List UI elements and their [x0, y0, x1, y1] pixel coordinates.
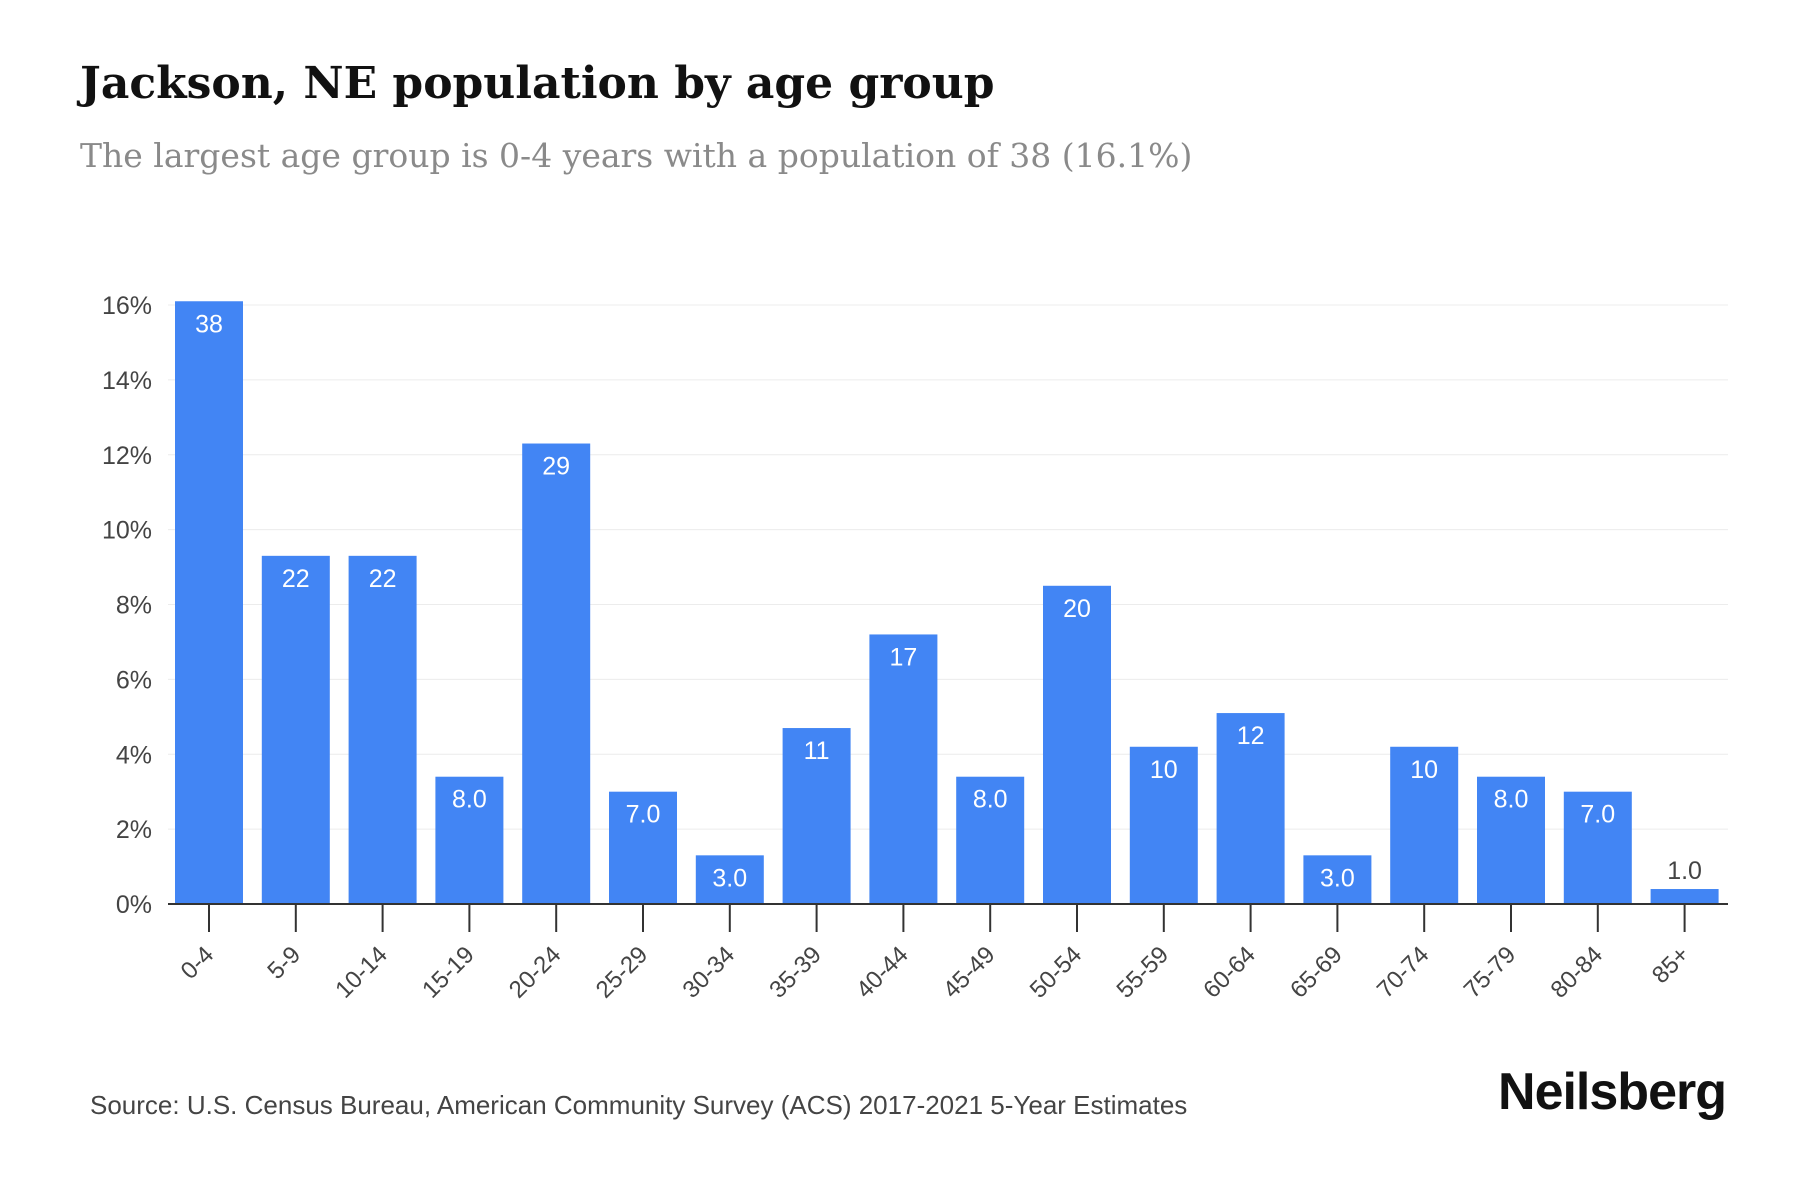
bar-value-label: 29 [542, 453, 570, 481]
x-tick-label: 30-34 [678, 941, 741, 1004]
bar-value-label: 11 [804, 737, 830, 765]
bar-value-label: 12 [1237, 722, 1265, 750]
bars [175, 301, 1719, 905]
bar-20-24 [522, 443, 591, 904]
bar-80-84 [1563, 791, 1632, 904]
bar-value-label: 20 [1063, 595, 1091, 623]
x-axis [168, 903, 1728, 932]
x-tick-label: 0-4 [176, 941, 220, 985]
bar-5-9 [261, 555, 330, 904]
y-tick-label: 10% [102, 517, 152, 545]
grid-lines [168, 304, 1728, 830]
x-tick-label: 40-44 [851, 941, 914, 1004]
bar-30-34 [695, 855, 764, 904]
bar-value-label: 10 [1150, 756, 1178, 784]
bar-value-label: 8.0 [452, 786, 487, 814]
bar-50-54 [1043, 585, 1111, 904]
bar-value-label: 22 [369, 565, 397, 593]
x-tick-label: 15-19 [417, 941, 480, 1004]
bar-value-label: 3.0 [1320, 864, 1355, 892]
y-tick-label: 8% [116, 592, 152, 620]
x-tick-label: 75-79 [1459, 941, 1522, 1004]
bar-45-49 [956, 776, 1025, 904]
bar-60-64 [1216, 713, 1285, 904]
x-tick-label: 65-69 [1285, 941, 1348, 1004]
bar-value-label: 7.0 [626, 801, 661, 829]
x-tick-label: 85+ [1647, 941, 1695, 989]
bar-value-label: 38 [195, 310, 223, 338]
x-tick-label: 10-14 [330, 941, 393, 1004]
chart-title: Jackson, NE population by age group [80, 58, 995, 109]
y-tick-label: 16% [102, 292, 152, 320]
bar-85+ [1650, 889, 1719, 904]
bar-40-44 [869, 634, 938, 904]
bar-value-label: 10 [1410, 756, 1438, 784]
x-tick-label: 55-59 [1112, 941, 1175, 1004]
x-tick-label: 60-64 [1198, 941, 1261, 1004]
y-tick-label: 14% [102, 367, 152, 395]
bar-value-label: 7.0 [1580, 801, 1615, 829]
bar-55-59 [1129, 746, 1198, 904]
y-axis-tick-labels: 0% 2% 4% 6% 8% 10% 12% 14% 16% [102, 292, 152, 919]
bar-10-14 [348, 555, 417, 904]
bar-value-label: 8.0 [973, 786, 1008, 814]
bar-25-29 [609, 791, 677, 904]
x-tick-label: 35-39 [764, 941, 827, 1004]
bar-value-label: 8.0 [1494, 786, 1529, 814]
bar-value-label: 3.0 [712, 864, 747, 892]
bar-70-74 [1390, 746, 1459, 904]
x-tick-label: 25-29 [591, 941, 654, 1004]
bar-15-19 [435, 776, 504, 904]
bar-75-79 [1477, 776, 1545, 904]
bar-value-label: 17 [889, 643, 917, 671]
bar-value-label: 22 [282, 565, 310, 593]
chart-subtitle: The largest age group is 0-4 years with … [80, 136, 1193, 175]
y-tick-label: 2% [116, 816, 152, 844]
bar-35-39 [782, 728, 851, 904]
x-tick-label: 50-54 [1025, 941, 1088, 1004]
y-tick-label: 0% [116, 891, 152, 919]
y-tick-label: 4% [116, 741, 152, 769]
x-tick-label: 5-9 [262, 941, 306, 985]
x-tick-label: 45-49 [938, 941, 1001, 1004]
bar-value-label: 1.0 [1667, 857, 1702, 885]
bar-value-labels: 38 22 22 8.0 29 7.0 3.0 11 17 8.0 20 10 12 3.0 10 8.0 7.… [195, 310, 1702, 892]
x-tick-label: 20-24 [504, 941, 567, 1004]
bar-65-69 [1303, 855, 1372, 904]
x-tick-label: 70-74 [1372, 941, 1435, 1004]
x-tick-label: 80-84 [1546, 941, 1609, 1004]
brand-logo: Neilsberg [1498, 1063, 1727, 1121]
y-tick-label: 12% [102, 442, 152, 470]
source-note: Source: U.S. Census Bureau, American Com… [90, 1090, 1188, 1120]
bar-0-4 [175, 301, 243, 905]
y-tick-label: 6% [116, 666, 152, 694]
x-axis-tick-labels: 0-4 5-9 10-14 15-19 20-24 25-29 30-34 35-39 40-4… [176, 941, 1695, 1004]
